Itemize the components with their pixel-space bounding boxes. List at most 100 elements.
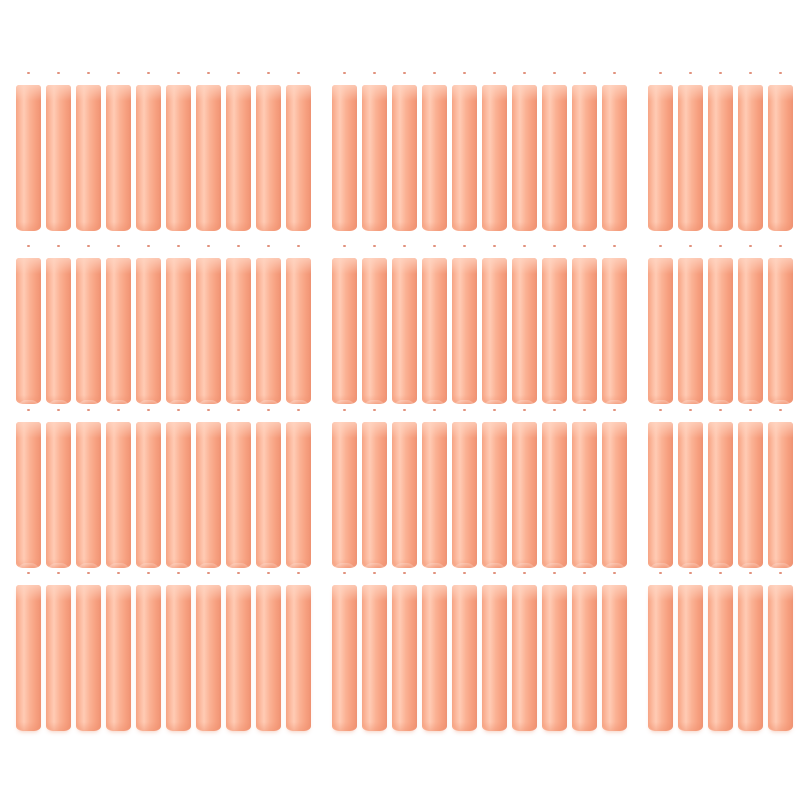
dart-group	[332, 236, 632, 404]
dart-body	[708, 85, 733, 231]
foam-dart	[678, 400, 703, 568]
foam-dart	[738, 400, 763, 568]
dart-body	[136, 258, 161, 404]
foam-dart	[422, 63, 447, 231]
dart-tip-icon	[106, 563, 131, 588]
dart-body	[46, 422, 71, 568]
dart-body	[392, 85, 417, 231]
dart-group	[16, 236, 316, 404]
dart-tip-icon	[422, 63, 447, 88]
dart-body	[392, 258, 417, 404]
dart-group	[16, 400, 316, 568]
foam-dart	[392, 563, 417, 731]
dart-tip-icon	[392, 563, 417, 588]
foam-dart	[136, 63, 161, 231]
foam-dart	[196, 236, 221, 404]
foam-dart	[572, 63, 597, 231]
dart-tip-icon	[286, 236, 311, 261]
dart-tip-icon	[768, 236, 793, 261]
dart-body	[452, 585, 477, 731]
dart-tip-icon	[768, 63, 793, 88]
dart-tip-icon	[136, 63, 161, 88]
dart-body	[482, 422, 507, 568]
dart-tip-icon	[678, 400, 703, 425]
dart-body	[572, 258, 597, 404]
foam-dart	[76, 400, 101, 568]
dart-tip-icon	[256, 236, 281, 261]
dart-tip-icon	[166, 400, 191, 425]
dart-tip-icon	[678, 236, 703, 261]
dart-body	[768, 85, 793, 231]
dart-body	[226, 585, 251, 731]
dart-group	[16, 63, 316, 231]
foam-dart	[362, 400, 387, 568]
dart-row	[0, 563, 800, 731]
dart-body	[166, 585, 191, 731]
dart-body	[392, 422, 417, 568]
dart-tip-icon	[738, 236, 763, 261]
foam-dart	[286, 236, 311, 404]
dart-body	[256, 85, 281, 231]
foam-dart	[542, 400, 567, 568]
dart-body	[256, 258, 281, 404]
foam-dart	[602, 63, 627, 231]
dart-tip-icon	[512, 563, 537, 588]
dart-tip-icon	[362, 63, 387, 88]
foam-dart	[482, 563, 507, 731]
foam-dart	[542, 63, 567, 231]
dart-row	[0, 400, 800, 568]
dart-tip-icon	[76, 236, 101, 261]
foam-dart	[226, 236, 251, 404]
dart-body	[452, 85, 477, 231]
foam-dart	[166, 400, 191, 568]
foam-dart	[768, 400, 793, 568]
foam-dart	[196, 563, 221, 731]
foam-dart	[16, 236, 41, 404]
foam-dart	[602, 236, 627, 404]
dart-tip-icon	[482, 400, 507, 425]
dart-tip-icon	[286, 400, 311, 425]
foam-dart	[286, 63, 311, 231]
dart-tip-icon	[16, 236, 41, 261]
foam-dart	[16, 400, 41, 568]
dart-body	[738, 258, 763, 404]
dart-body	[106, 422, 131, 568]
foam-dart	[46, 236, 71, 404]
foam-dart	[46, 400, 71, 568]
foam-dart	[16, 63, 41, 231]
foam-dart	[708, 400, 733, 568]
dart-tip-icon	[572, 400, 597, 425]
dart-body	[76, 258, 101, 404]
foam-dart	[166, 563, 191, 731]
dart-body	[452, 422, 477, 568]
dart-body	[602, 85, 627, 231]
dart-tip-icon	[738, 563, 763, 588]
dart-tip-icon	[332, 563, 357, 588]
dart-tip-icon	[452, 400, 477, 425]
dart-tip-icon	[46, 63, 71, 88]
dart-group	[332, 400, 632, 568]
dart-tip-icon	[76, 563, 101, 588]
dart-tip-icon	[482, 236, 507, 261]
dart-body	[136, 585, 161, 731]
dart-body	[768, 585, 793, 731]
dart-body	[106, 85, 131, 231]
dart-body	[648, 85, 673, 231]
dart-tip-icon	[648, 563, 673, 588]
dart-body	[602, 258, 627, 404]
foam-dart	[422, 563, 447, 731]
dart-body	[286, 258, 311, 404]
dart-tip-icon	[286, 63, 311, 88]
foam-dart	[542, 563, 567, 731]
dart-tip-icon	[768, 400, 793, 425]
dart-tip-icon	[648, 63, 673, 88]
dart-body	[738, 422, 763, 568]
dart-body	[332, 422, 357, 568]
foam-dart	[738, 63, 763, 231]
dart-tip-icon	[332, 236, 357, 261]
dart-body	[512, 85, 537, 231]
dart-tip-icon	[16, 63, 41, 88]
foam-dart	[738, 563, 763, 731]
dart-tip-icon	[362, 400, 387, 425]
